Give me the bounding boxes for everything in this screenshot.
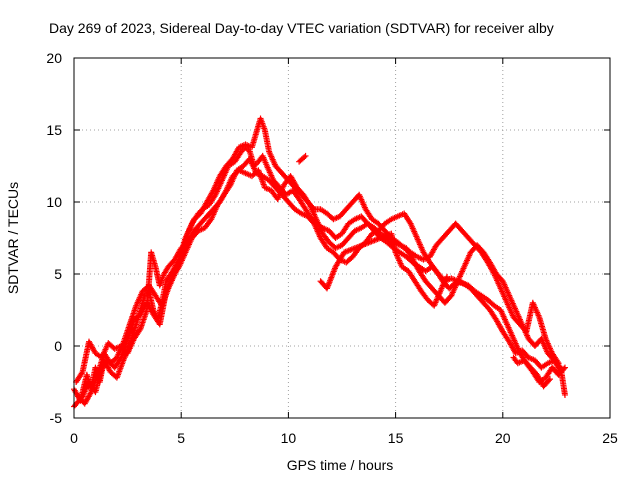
grid-lines — [74, 58, 610, 418]
y-tick-label: -5 — [50, 410, 63, 426]
y-tick-label: 20 — [46, 50, 62, 66]
y-tick-label: 15 — [46, 122, 62, 138]
y-tick-label: 10 — [46, 194, 62, 210]
x-tick-label: 0 — [70, 430, 78, 446]
x-axis-label: GPS time / hours — [287, 457, 394, 473]
series-track-a — [71, 144, 564, 404]
x-tick-label: 10 — [281, 430, 297, 446]
data-point — [302, 152, 309, 159]
x-tick-label: 15 — [388, 430, 404, 446]
x-tick-label: 20 — [495, 430, 511, 446]
x-tick-label: 25 — [602, 430, 618, 446]
series-track-e — [296, 152, 553, 390]
y-axis-label: SDTVAR / TECUs — [5, 182, 21, 294]
axis-ticks: 0 5 10 15 20 25 -5 0 5 10 15 20 — [46, 50, 618, 446]
data-point — [555, 360, 562, 367]
x-tick-label: 5 — [177, 430, 185, 446]
series-track-d — [75, 115, 562, 407]
trace-marker — [556, 363, 563, 370]
chart-title: Day 269 of 2023, Sidereal Day-to-day VTE… — [49, 20, 554, 36]
plot-frame — [73, 57, 611, 419]
data-point — [546, 376, 553, 383]
trace-marker — [545, 377, 552, 384]
data-markers — [71, 115, 568, 410]
y-tick-label: 5 — [54, 266, 62, 282]
data-point — [561, 391, 568, 398]
trace-marker — [301, 154, 308, 161]
data-point — [444, 273, 451, 280]
y-tick-label: 0 — [54, 338, 62, 354]
trace-marker — [310, 205, 317, 211]
